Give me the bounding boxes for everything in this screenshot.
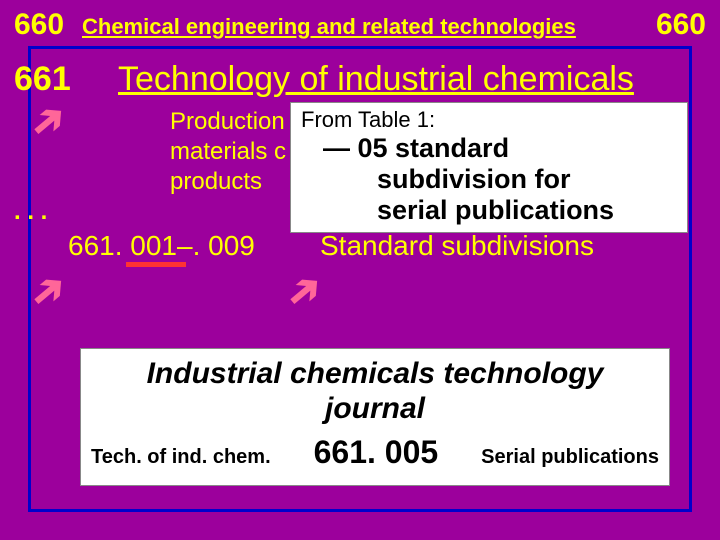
production-line-1: Production — [170, 108, 285, 136]
subdivision-number: 661. 001–. 009 — [68, 230, 255, 262]
journal-left-label: Tech. of ind. chem. — [91, 446, 271, 469]
header-title: Chemical engineering and related technol… — [82, 14, 576, 40]
journal-row: Tech. of ind. chem. 661. 005 Serial publ… — [91, 434, 659, 471]
journal-title-line-1: Industrial chemicals technology — [91, 357, 659, 392]
production-line-2: materials c — [170, 138, 286, 166]
header-num-right: 660 — [656, 8, 706, 42]
header-num-left: 660 — [14, 8, 64, 42]
callout-line-4: serial publications — [301, 195, 677, 226]
callout-line-3: subdivision for — [301, 164, 677, 195]
row-661-title: Technology of industrial chemicals — [118, 60, 634, 99]
journal-box: Industrial chemicals technology journal … — [80, 348, 670, 486]
journal-right-label: Serial publications — [481, 446, 659, 469]
journal-title-line-2: journal — [91, 392, 659, 427]
callout-box: From Table 1: — 05 standard subdivision … — [290, 102, 688, 233]
ellipsis: . . . — [14, 198, 47, 226]
callout-line-1: From Table 1: — [301, 107, 677, 133]
journal-number: 661. 005 — [314, 434, 439, 471]
red-underline — [126, 262, 186, 267]
callout-line-2: — 05 standard — [301, 133, 677, 164]
subdivision-label: Standard subdivisions — [320, 230, 594, 262]
production-line-3: products — [170, 168, 262, 196]
